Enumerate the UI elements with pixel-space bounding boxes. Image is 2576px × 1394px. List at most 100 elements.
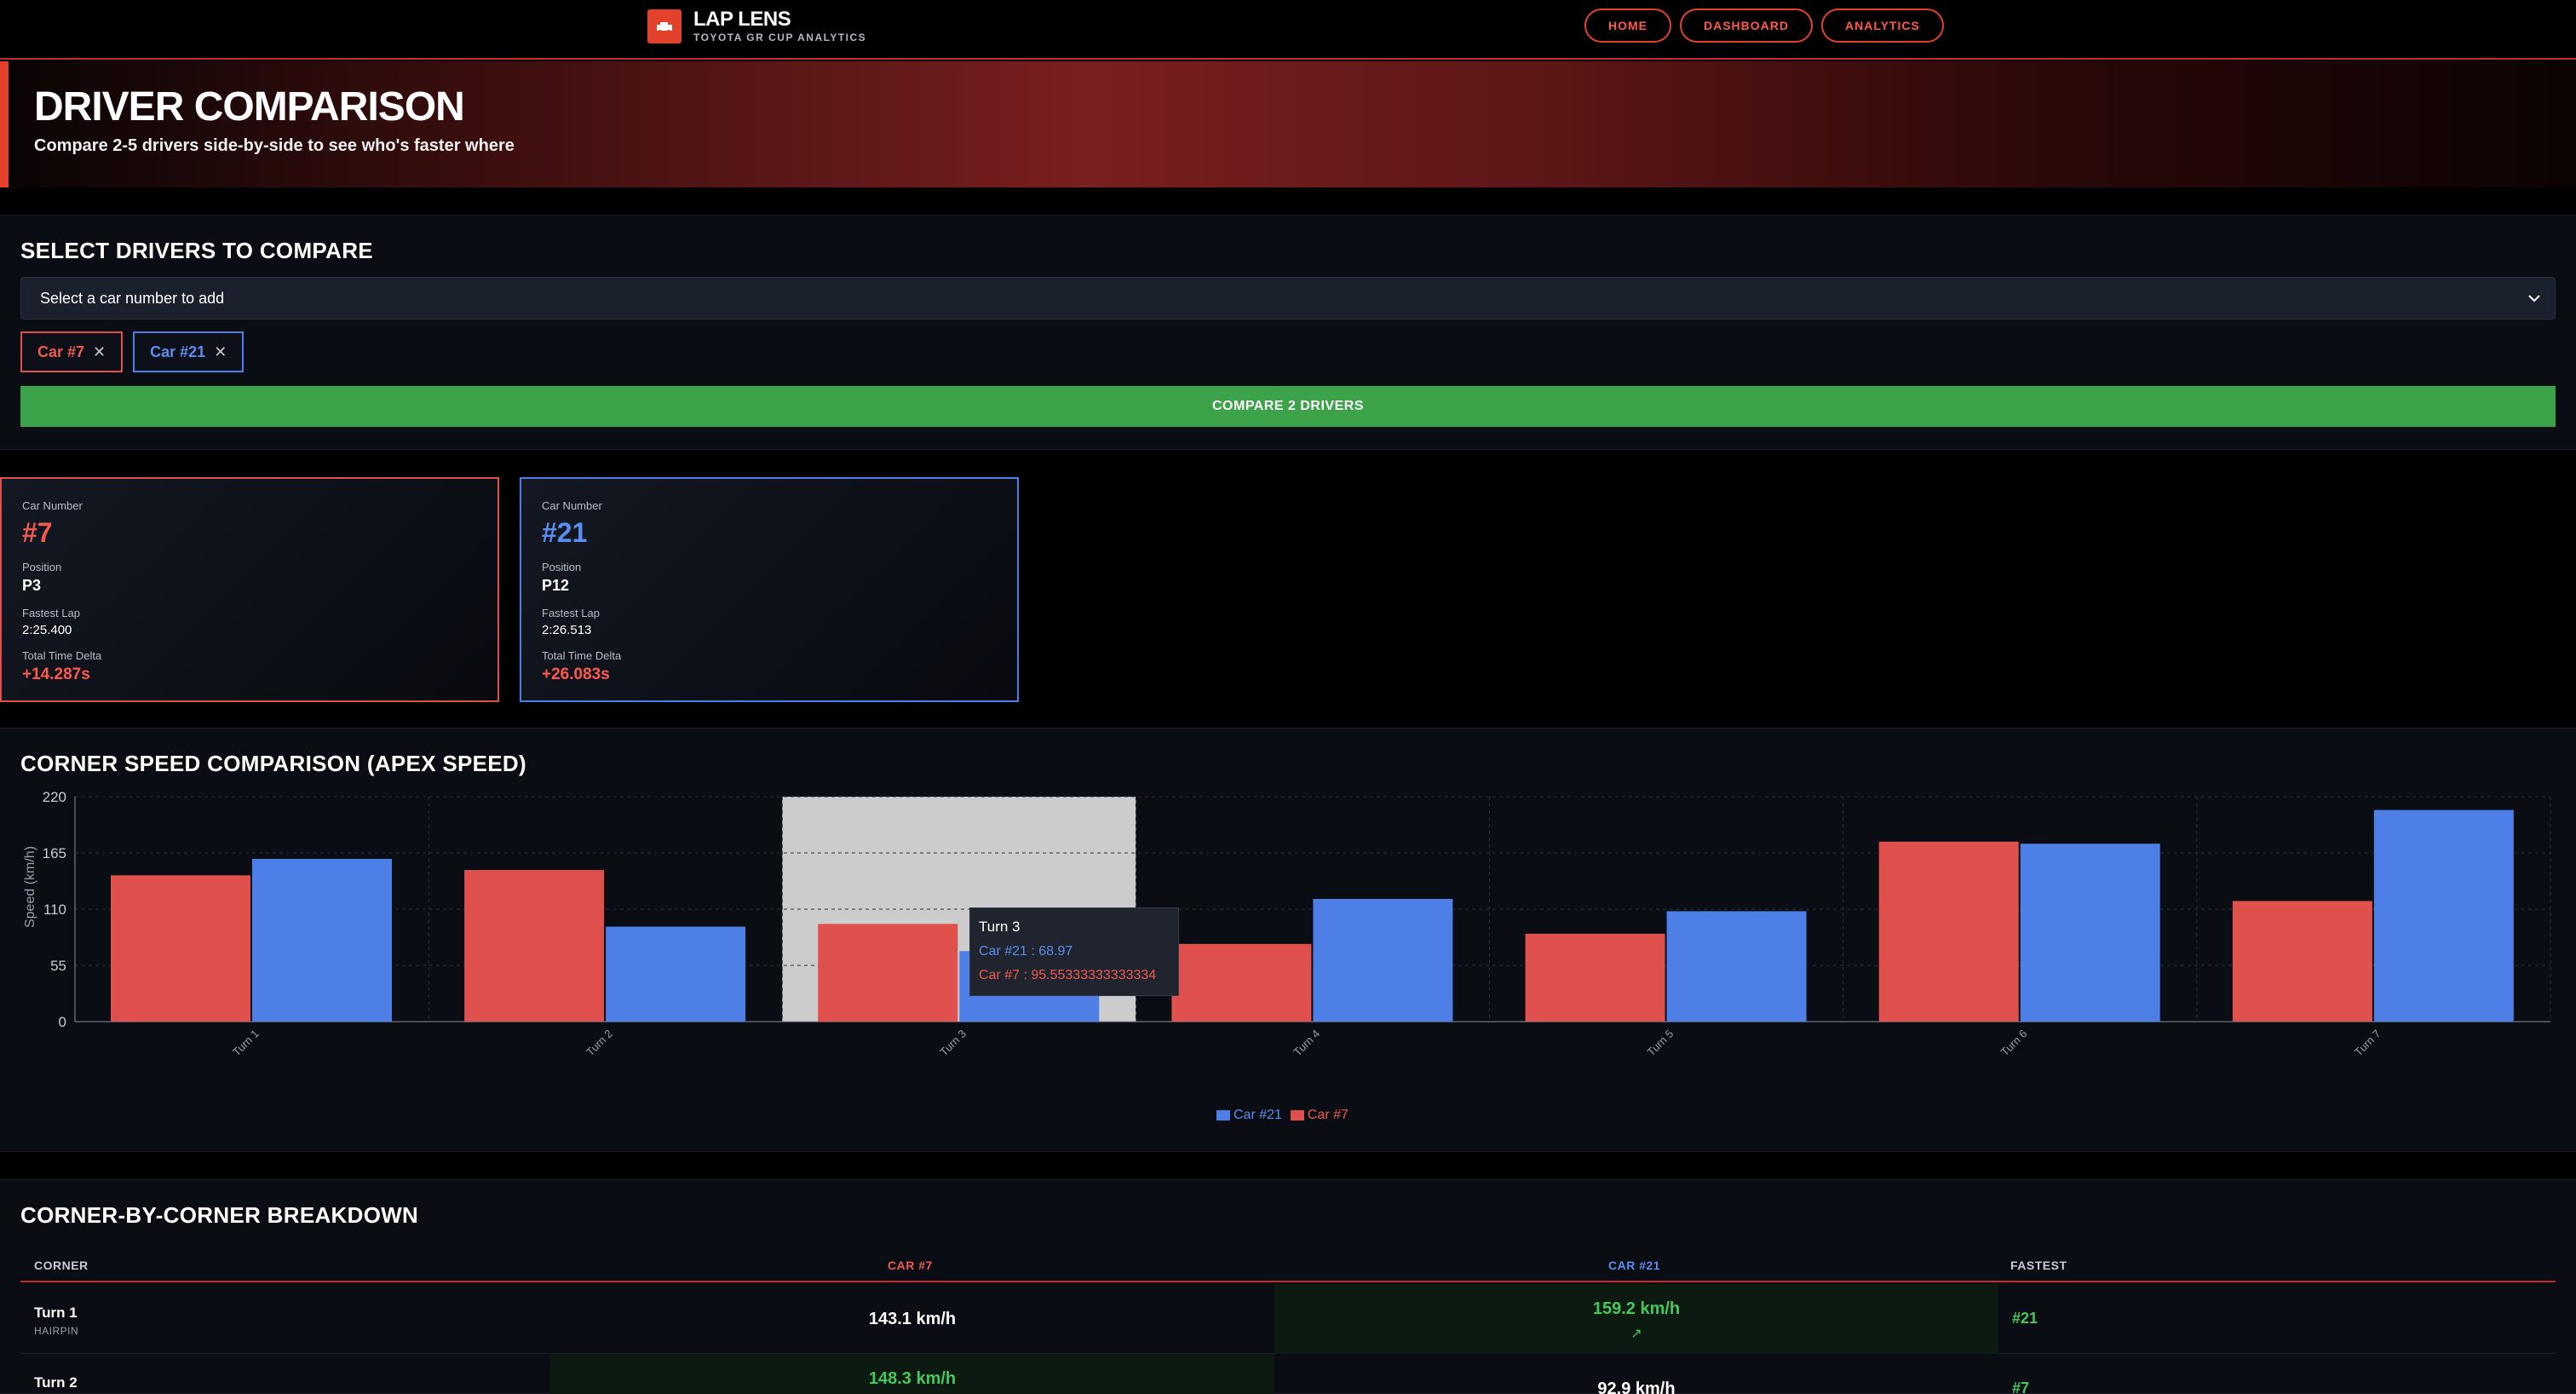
chip-label: Car #7	[37, 343, 85, 360]
car-7-speed: 143.1 km/h	[868, 1310, 957, 1328]
car-number-label: Car Number	[542, 499, 602, 512]
tooltip-row-car-7: Car #7 : 95.55333333333334	[979, 968, 1157, 982]
breakdown-title: CORNER-BY-CORNER BREAKDOWN	[20, 1202, 419, 1228]
x-tick-label: Turn 6	[1998, 1027, 2030, 1058]
close-icon[interactable]: ✕	[93, 343, 106, 360]
x-tick-label: Turn 5	[1645, 1027, 1676, 1058]
nav-dashboard-button[interactable]: DASHBOARD	[1680, 9, 1813, 43]
compare-drivers-button[interactable]: COMPARE 2 DRIVERS	[20, 386, 2556, 427]
fastest-lap-value: 2:25.400	[22, 623, 72, 637]
bar-car7-turn6	[1878, 841, 2019, 1022]
position-value: P12	[542, 577, 570, 594]
fastest-lap-value: 2:26.513	[542, 623, 592, 637]
corner-speed-panel: CORNER SPEED COMPARISON (APEX SPEED) 0 55…	[0, 728, 2576, 1152]
legend-item-car-21[interactable]: Car #21	[1216, 1108, 1282, 1123]
th-corner: CORNER	[34, 1259, 89, 1272]
table-row: Turn 2 HAIRPIN 148.3 km/h 92.9 km/h #7	[20, 1354, 2556, 1394]
nav-analytics-button[interactable]: ANALYTICS	[1821, 9, 1944, 43]
car-21-speed: 159.2 km/h	[1592, 1299, 1681, 1318]
nav-home-button[interactable]: HOME	[1584, 9, 1671, 43]
corner-name: Turn 1	[34, 1305, 78, 1321]
trend-up-icon: ↗	[1630, 1327, 1642, 1341]
x-tick-label: Turn 1	[230, 1027, 262, 1058]
position-value: P3	[22, 577, 42, 594]
table-header: CORNER CAR #7 CAR #21 FASTEST	[20, 1248, 2556, 1282]
chart-legend: Car #21 Car #7	[1216, 1108, 1348, 1123]
x-tick-label: Turn 2	[584, 1027, 615, 1058]
chip-car-7[interactable]: Car #7 ✕	[20, 331, 124, 372]
x-tick-label: Turn 7	[2352, 1027, 2383, 1058]
time-delta-label: Total Time Delta	[542, 649, 622, 662]
tooltip-title: Turn 3	[979, 919, 1021, 935]
breakdown-panel: CORNER-BY-CORNER BREAKDOWN CORNER CAR #7…	[0, 1179, 2576, 1394]
time-delta-label: Total Time Delta	[22, 649, 102, 662]
legend-label: Car #7	[1307, 1108, 1348, 1122]
y-tick-label: 220	[43, 789, 66, 805]
bar-car21-turn6	[2020, 844, 2160, 1022]
bar-car7-turn3	[818, 924, 958, 1022]
th-car-21: CAR #21	[1608, 1259, 1661, 1272]
bar-car7-turn5	[1525, 933, 1665, 1022]
chart-tooltip: Turn 3 Car #21 : 68.97 Car #7 : 95.55333…	[969, 907, 1179, 996]
car-number-label: Car Number	[22, 499, 83, 512]
driver-card-7: Car Number #7 Position P3 Fastest Lap 2:…	[0, 477, 499, 702]
hero-banner: DRIVER COMPARISON Compare 2-5 drivers si…	[0, 61, 2576, 187]
close-icon[interactable]: ✕	[214, 343, 227, 360]
fastest-car: #21	[2012, 1310, 2038, 1327]
driver-card-21: Car Number #21 Position P12 Fastest Lap …	[520, 477, 1019, 702]
bar-car21-turn5	[1666, 911, 1807, 1022]
y-tick-label: 110	[43, 901, 66, 918]
bar-car7-turn4	[1171, 943, 1312, 1022]
bar-car7-turn2	[464, 870, 605, 1022]
bar-car7-turn7	[2232, 901, 2372, 1022]
page-title: DRIVER COMPARISON	[34, 84, 465, 130]
chip-car-21[interactable]: Car #21 ✕	[133, 331, 244, 372]
car-number: #7	[22, 517, 53, 548]
select-title: SELECT DRIVERS TO COMPARE	[20, 238, 373, 263]
bar-car21-turn4	[1313, 899, 1453, 1022]
fastest-lap-label: Fastest Lap	[22, 607, 80, 619]
car-number: #21	[542, 517, 588, 548]
time-delta-value: +14.287s	[22, 665, 90, 683]
brand-name: LAP LENS	[693, 8, 791, 31]
car-number-select[interactable]: Select a car number to add	[20, 277, 2556, 320]
bar-car7-turn1	[111, 875, 250, 1022]
bar-car21-turn1	[252, 858, 392, 1022]
page-subtitle: Compare 2-5 drivers side-by-side to see …	[34, 136, 515, 155]
chip-label: Car #21	[150, 343, 206, 360]
top-nav: LAP LENS TOYOTA GR CUP ANALYTICS HOME DA…	[0, 0, 2576, 60]
brand[interactable]: LAP LENS TOYOTA GR CUP ANALYTICS	[647, 9, 866, 44]
legend-label: Car #21	[1233, 1108, 1282, 1122]
corner-type: HAIRPIN	[34, 1325, 79, 1337]
bar-car21-turn2	[606, 926, 746, 1022]
corner-name: Turn 2	[34, 1374, 78, 1391]
legend-swatch	[1290, 1110, 1304, 1120]
fastest-lap-label: Fastest Lap	[542, 607, 600, 619]
corner-speed-chart[interactable]: 0 55 110 165 220 Speed (km/h) Turn 1 Turn 2 Turn…	[0, 788, 2576, 1095]
th-car-7: CAR #7	[888, 1259, 933, 1272]
car-logo-icon	[647, 9, 681, 43]
table-row: Turn 1 HAIRPIN 143.1 km/h 159.2 km/h ↗ #…	[20, 1284, 2556, 1354]
chart-title: CORNER SPEED COMPARISON (APEX SPEED)	[20, 751, 526, 776]
y-tick-label: 165	[43, 845, 66, 861]
position-label: Position	[22, 561, 62, 573]
legend-item-car-7[interactable]: Car #7	[1290, 1108, 1348, 1123]
y-tick-label: 55	[50, 958, 66, 974]
y-tick-label: 0	[59, 1014, 66, 1030]
car-7-speed: 148.3 km/h	[868, 1369, 957, 1388]
time-delta-value: +26.083s	[542, 665, 610, 683]
position-label: Position	[542, 561, 582, 573]
brand-subtitle: TOYOTA GR CUP ANALYTICS	[693, 32, 867, 43]
driver-select-panel: SELECT DRIVERS TO COMPARE Select a car n…	[0, 215, 2576, 450]
fastest-car: #7	[2012, 1380, 2030, 1394]
bar-car21-turn7	[2373, 809, 2514, 1022]
legend-swatch	[1216, 1110, 1230, 1120]
x-tick-label: Turn 4	[1291, 1027, 1322, 1058]
chevron-down-icon	[2528, 295, 2540, 302]
car-21-speed: 92.9 km/h	[1597, 1380, 1676, 1394]
th-fastest: FASTEST	[2010, 1259, 2067, 1272]
select-placeholder: Select a car number to add	[40, 289, 225, 307]
y-axis-label: Speed (km/h)	[23, 846, 37, 928]
x-tick-label: Turn 3	[937, 1027, 969, 1058]
tooltip-row-car-21: Car #21 : 68.97	[979, 944, 1073, 959]
